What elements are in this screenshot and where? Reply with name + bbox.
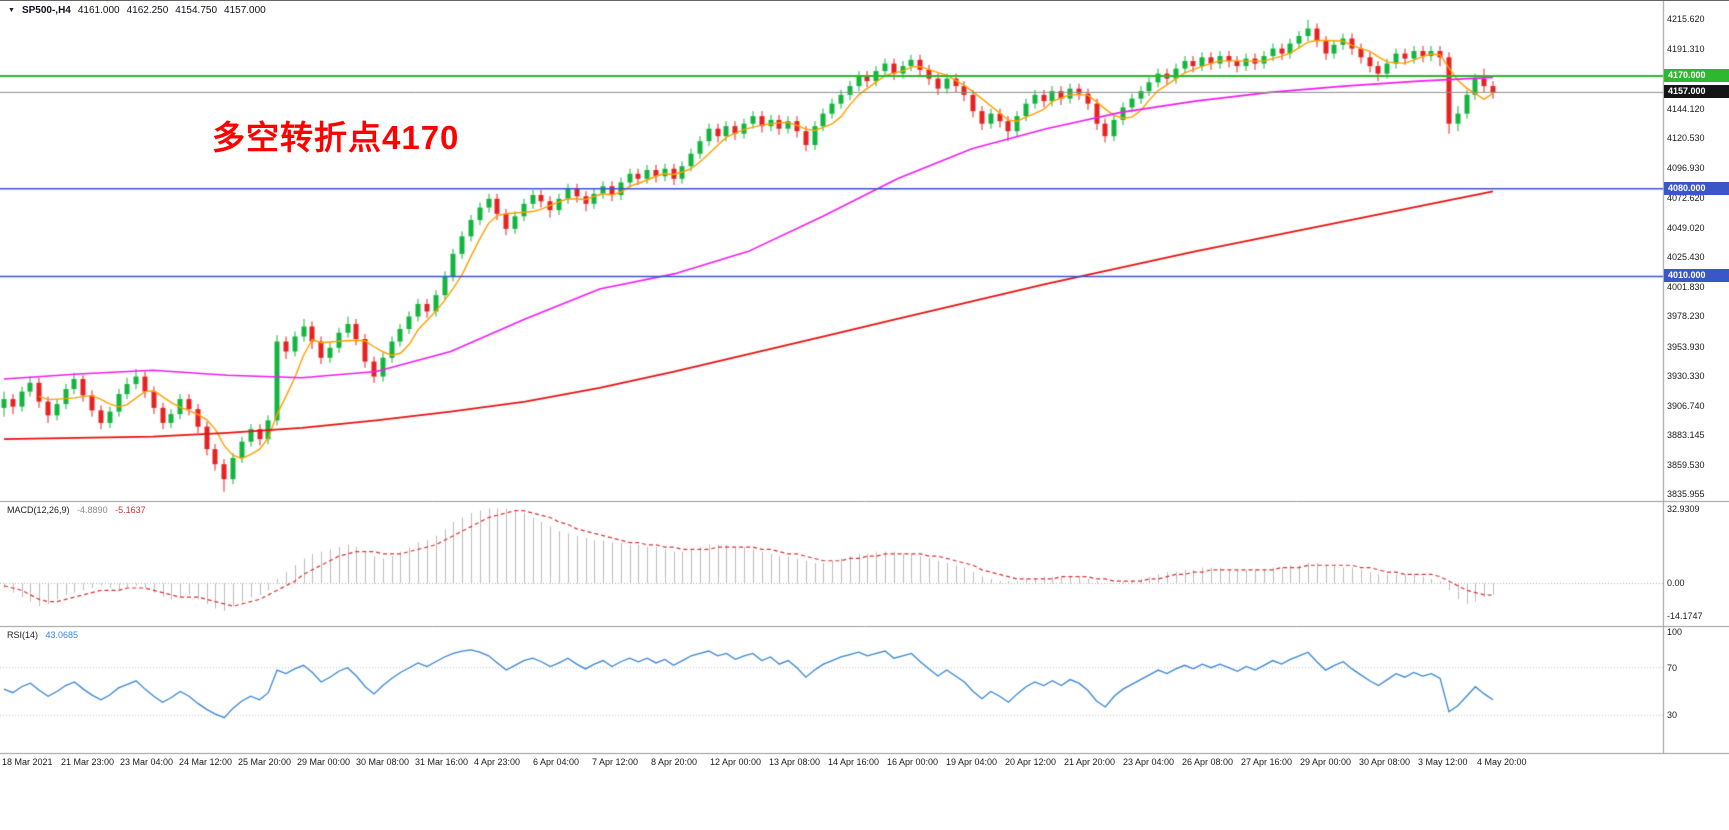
time-axis-label: 14 Apr 16:00 xyxy=(828,757,880,767)
ohlc-low: 4154.750 xyxy=(175,5,218,16)
macd-main-value: -4.8890 xyxy=(77,505,108,515)
price-axis-label: 3883.145 xyxy=(1667,430,1705,441)
price-axis-region[interactable] xyxy=(1663,1,1729,753)
symbol-ohlc-header: ▼ SP500-,H4 4161.000 4162.250 4154.750 4… xyxy=(8,5,266,16)
ohlc-high: 4162.250 xyxy=(126,5,169,16)
time-axis-label: 23 Apr 04:00 xyxy=(1123,757,1175,767)
macd-indicator-header: MACD(12,26,9) -4.8890 -5.1637 xyxy=(7,505,146,515)
macd-name: MACD(12,26,9) xyxy=(7,505,70,515)
time-axis-label: 21 Apr 20:00 xyxy=(1064,757,1116,767)
price-axis-label: 4025.430 xyxy=(1667,252,1705,263)
price-axis-label: 3906.740 xyxy=(1667,400,1705,411)
symbol-menu-icon[interactable]: ▼ xyxy=(8,7,15,14)
time-axis-label: 7 Apr 12:00 xyxy=(592,757,639,767)
rsi-value: 43.0685 xyxy=(45,630,79,640)
time-axis-label: 13 Apr 08:00 xyxy=(769,757,821,767)
chart-annotation-text[interactable]: 多空转折点4170 xyxy=(212,119,460,156)
time-axis-label: 30 Mar 08:00 xyxy=(356,757,410,767)
time-axis-label: 24 Mar 12:00 xyxy=(179,757,233,767)
price-axis-label: 4120.530 xyxy=(1667,133,1705,144)
price-axis-label: 4096.930 xyxy=(1667,162,1705,173)
time-axis-label: 4 Apr 23:00 xyxy=(474,757,521,767)
price-axis-label: 4072.620 xyxy=(1667,193,1705,203)
price-level-badge: 4010.000 xyxy=(1664,269,1729,283)
time-axis-label: 25 Mar 20:00 xyxy=(238,757,292,767)
rsi-indicator-header: RSI(14) 43.0685 xyxy=(7,630,78,640)
macd-axis-label: 0.00 xyxy=(1667,578,1685,589)
time-axis-label: 29 Apr 00:00 xyxy=(1300,757,1352,767)
time-axis-label: 6 Apr 04:00 xyxy=(533,757,580,767)
ohlc-open: 4161.000 xyxy=(77,5,120,16)
time-axis-label: 18 Mar 2021 xyxy=(2,757,53,767)
symbol-label: SP500-,H4 xyxy=(21,5,71,16)
price-axis-label: 3859.530 xyxy=(1667,459,1705,470)
time-axis-label: 4 May 20:00 xyxy=(1477,757,1527,767)
price-axis-label: 4049.020 xyxy=(1667,222,1705,233)
macd-signal-value: -5.1637 xyxy=(115,505,146,515)
price-level-badge: 4080.000 xyxy=(1664,181,1729,195)
time-axis-label: 31 Mar 16:00 xyxy=(415,757,469,767)
rsi-axis-label: 100 xyxy=(1667,627,1683,637)
time-axis-label: 30 Apr 08:00 xyxy=(1359,757,1411,767)
price-axis-label: 4144.120 xyxy=(1667,103,1705,114)
price-axis-label: 3835.955 xyxy=(1667,489,1705,500)
time-axis-label: 8 Apr 20:00 xyxy=(651,757,698,767)
rsi-name: RSI(14) xyxy=(7,630,39,640)
price-axis-label: 3953.930 xyxy=(1667,341,1705,352)
time-axis-region[interactable] xyxy=(0,754,1729,778)
time-axis-label: 19 Apr 04:00 xyxy=(946,757,998,767)
rsi-axis-label: 30 xyxy=(1667,710,1678,721)
macd-axis-label: 32.9309 xyxy=(1667,503,1700,514)
rsi-axis-label: 70 xyxy=(1667,662,1678,673)
time-axis-label: 23 Mar 04:00 xyxy=(120,757,174,767)
time-axis-label: 16 Apr 00:00 xyxy=(887,757,939,767)
time-axis-label: 12 Apr 00:00 xyxy=(710,757,762,767)
price-axis-label: 3930.330 xyxy=(1667,371,1705,382)
time-axis-label: 3 May 12:00 xyxy=(1418,757,1468,767)
time-axis-label: 26 Apr 08:00 xyxy=(1182,757,1234,767)
time-axis-label: 20 Apr 12:00 xyxy=(1005,757,1057,767)
time-axis-label: 27 Apr 16:00 xyxy=(1241,757,1293,767)
price-axis-label: 4215.620 xyxy=(1667,13,1705,24)
price-level-badge: 4157.000 xyxy=(1664,85,1729,99)
ohlc-close: 4157.000 xyxy=(224,5,266,16)
price-level-badge: 4170.000 xyxy=(1664,69,1729,83)
price-axis-label: 4191.310 xyxy=(1667,44,1705,55)
price-axis-label: 4001.830 xyxy=(1667,281,1705,292)
time-axis-label: 21 Mar 23:00 xyxy=(61,757,115,767)
macd-axis-label: -14.1747 xyxy=(1667,610,1703,621)
price-axis-label: 3978.230 xyxy=(1667,311,1705,322)
time-axis-label: 29 Mar 00:00 xyxy=(297,757,351,767)
